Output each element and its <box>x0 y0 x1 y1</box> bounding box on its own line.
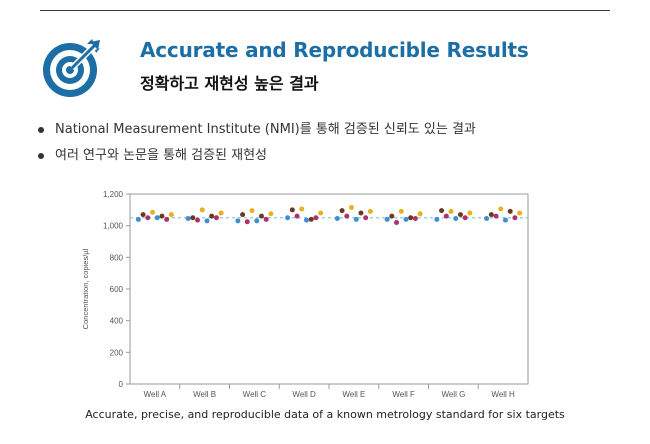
data-point <box>439 208 445 214</box>
data-point <box>289 207 295 213</box>
y-tick-label: 0 <box>119 380 124 389</box>
y-tick-label: 200 <box>110 348 124 357</box>
data-point <box>258 213 264 219</box>
data-point <box>502 217 508 223</box>
y-tick-label: 800 <box>110 253 124 262</box>
concentration-chart: 0 200 400 600 800 1,000 1,200 Concentration, co… <box>81 190 529 399</box>
data-point <box>453 216 459 222</box>
data-point <box>190 215 196 221</box>
x-tick-label: Well D <box>292 390 316 399</box>
data-point <box>244 219 250 225</box>
data-point <box>462 215 468 221</box>
data-point <box>498 206 504 212</box>
data-point <box>185 216 191 222</box>
data-point <box>199 207 205 213</box>
page-title: Accurate and Reproducible Results <box>140 38 529 62</box>
data-point <box>263 216 269 222</box>
data-point <box>363 215 369 221</box>
data-point <box>218 210 224 216</box>
top-divider <box>40 10 610 11</box>
data-point <box>417 211 423 217</box>
data-point <box>344 213 350 219</box>
x-tick-label: Well C <box>243 390 267 399</box>
data-point <box>213 215 219 221</box>
data-point <box>168 212 174 218</box>
data-point <box>512 215 518 221</box>
target-arrow-icon <box>43 39 100 97</box>
data-point <box>195 217 201 223</box>
data-point <box>334 216 340 222</box>
chart-caption: Accurate, precise, and reproducible data… <box>85 408 565 421</box>
y-tick-label: 400 <box>110 317 124 326</box>
data-point <box>235 218 241 224</box>
data-point <box>493 213 499 219</box>
data-point <box>484 216 490 222</box>
x-tick-label: Well F <box>392 390 415 399</box>
data-point <box>467 210 473 216</box>
bullet-list: National Measurement Institute (NMI)를 통해… <box>38 121 476 173</box>
data-point <box>313 215 319 221</box>
data-point <box>507 208 513 214</box>
data-point <box>164 216 170 222</box>
data-point <box>403 216 409 222</box>
data-point <box>249 208 255 214</box>
data-point <box>367 208 373 214</box>
data-point <box>150 209 156 215</box>
data-point <box>517 210 523 216</box>
data-point <box>135 216 141 222</box>
data-point <box>285 215 291 221</box>
data-point <box>140 212 146 218</box>
y-tick-label: 600 <box>110 285 124 294</box>
x-tick-label: Well G <box>441 390 465 399</box>
data-point <box>434 216 440 222</box>
data-point <box>412 216 418 222</box>
bullet-item: 여러 연구와 논문을 통해 검증된 재현성 <box>38 147 476 173</box>
data-point <box>318 210 324 216</box>
data-point <box>303 217 309 223</box>
data-point <box>448 208 454 214</box>
data-point <box>488 212 494 218</box>
x-tick-label: Well B <box>193 390 216 399</box>
data-point <box>384 216 390 222</box>
x-tick-label: Well E <box>342 390 365 399</box>
data-point <box>268 211 274 217</box>
data-point <box>349 204 355 210</box>
data-point <box>308 216 314 222</box>
data-point <box>254 218 260 224</box>
x-tick-label: Well H <box>491 390 515 399</box>
y-tick-label: 1,200 <box>103 190 124 199</box>
data-point <box>204 218 210 224</box>
data-point <box>457 212 463 218</box>
data-point <box>209 213 215 219</box>
data-point <box>394 220 400 225</box>
data-point <box>154 215 160 221</box>
data-point <box>299 206 305 212</box>
y-axis-label: Concentration, copies/µl <box>81 248 90 329</box>
bullet-item: National Measurement Institute (NMI)를 통해… <box>38 121 476 147</box>
data-point <box>443 213 449 219</box>
plot-frame <box>129 193 529 385</box>
data-point <box>358 210 364 216</box>
data-point <box>398 208 404 214</box>
x-tick-label: Well A <box>144 390 167 399</box>
data-point <box>145 215 151 221</box>
data-point <box>240 212 246 218</box>
data-point <box>294 213 300 219</box>
data-point <box>389 213 395 219</box>
data-point <box>339 208 345 214</box>
data-point <box>159 213 165 219</box>
data-point <box>353 216 359 222</box>
y-tick-label: 1,000 <box>103 222 124 231</box>
data-point <box>408 215 414 221</box>
page-subtitle: 정확하고 재현성 높은 결과 <box>140 74 319 93</box>
